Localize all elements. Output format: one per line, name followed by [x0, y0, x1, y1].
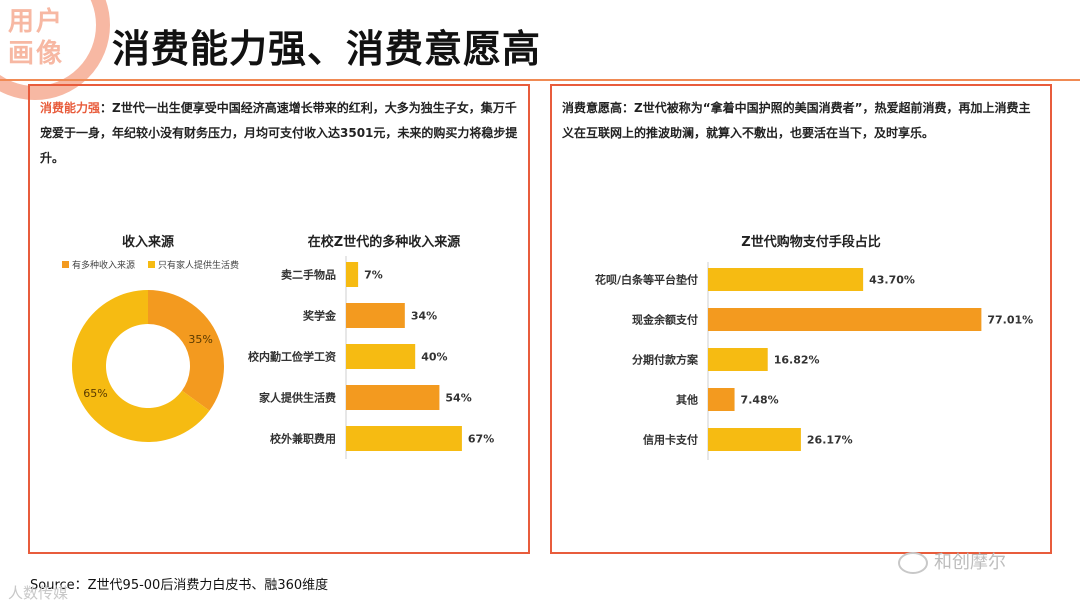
watermark-right-text: 和创摩尔 [934, 552, 1006, 573]
bar-value-label: 7% [364, 269, 383, 282]
left-description-lead: 消费能力强 [40, 101, 101, 115]
bar-category-label: 家人提供生活费 [259, 391, 336, 405]
bar [708, 308, 982, 331]
watermark-right: 和创摩尔 [898, 548, 1006, 574]
bar-category-label: 奖学金 [303, 309, 337, 323]
bar-category-label: 卖二手物品 [281, 268, 336, 282]
left-panel: 消费能力强：Z世代一出生便享受中国经济高速增长带来的红利，大多为独生子女，集万千… [28, 84, 530, 554]
donut-slice [71, 290, 210, 442]
left-description-body: ：Z世代一出生便享受中国经济高速增长带来的红利，大多为独生子女，集万千宠爱于一身… [40, 101, 518, 165]
bar [346, 385, 440, 410]
bar-category-label: 其他 [676, 393, 698, 407]
donut-slice-label: 65% [83, 387, 107, 400]
donut-legend-swatch [148, 261, 155, 268]
bar-category-label: 信用卡支付 [643, 433, 698, 447]
donut-legend-label: 有多种收入来源 [72, 259, 135, 271]
bar-category-label: 校外兼职费用 [270, 432, 336, 446]
donut-slice [148, 290, 225, 411]
left-description: 消费能力强：Z世代一出生便享受中国经济高速增长带来的红利，大多为独生子女，集万千… [40, 96, 520, 171]
page-title: 消费能力强、消费意愿高 [112, 27, 542, 71]
right-description: 消费意愿高：Z世代被称为“拿着中国护照的美国消费者”，热爱超前消费，再加上消费主… [562, 96, 1042, 146]
bar-value-label: 34% [411, 310, 437, 323]
bar-category-label: 分期付款方案 [632, 353, 699, 367]
bar-chart-title: Z世代购物支付手段占比 [741, 234, 880, 250]
bar-value-label: 54% [445, 392, 471, 405]
donut-slice-label: 35% [188, 333, 212, 346]
bar [346, 303, 405, 328]
right-description-body: ：Z世代被称为“拿着中国护照的美国消费者”，热爱超前消费，再加上消费主义在互联网… [562, 101, 1031, 140]
wechat-icon [898, 552, 928, 574]
bar-category-label: 现金余额支付 [632, 313, 698, 327]
bar-value-label: 43.70% [869, 274, 915, 287]
bar-value-label: 26.17% [807, 434, 853, 447]
bar [708, 348, 768, 371]
bar-category-label: 校内勤工俭学工资 [248, 350, 336, 364]
source-note: Source：Z世代95-00后消费力白皮书、融360维度 [30, 578, 329, 593]
donut-title: 收入来源 [122, 234, 174, 250]
title-divider [0, 79, 1080, 81]
watermark-left: 人数传媒 [8, 584, 69, 602]
bar-chart-title: 在校Z世代的多种收入来源 [308, 234, 460, 250]
bar-category-label: 花呗/白条等平台垫付 [595, 273, 698, 287]
bar [708, 268, 864, 291]
right-panel: 消费意愿高：Z世代被称为“拿着中国护照的美国消费者”，热爱超前消费，再加上消费主… [550, 84, 1052, 554]
bar [346, 262, 359, 287]
bar [346, 426, 462, 451]
right-description-lead: 消费意愿高 [562, 101, 623, 115]
bar-value-label: 67% [468, 433, 494, 446]
bar-value-label: 7.48% [741, 394, 779, 407]
bar-value-label: 40% [421, 351, 447, 364]
bar [708, 428, 801, 451]
bar-value-label: 77.01% [987, 314, 1033, 327]
bar [708, 388, 735, 411]
donut-legend-label: 只有家人提供生活费 [158, 259, 239, 271]
donut-legend-swatch [62, 261, 69, 268]
bar [346, 344, 416, 369]
bar-value-label: 16.82% [774, 354, 820, 367]
corner-badge: 用户画像 [8, 7, 65, 69]
